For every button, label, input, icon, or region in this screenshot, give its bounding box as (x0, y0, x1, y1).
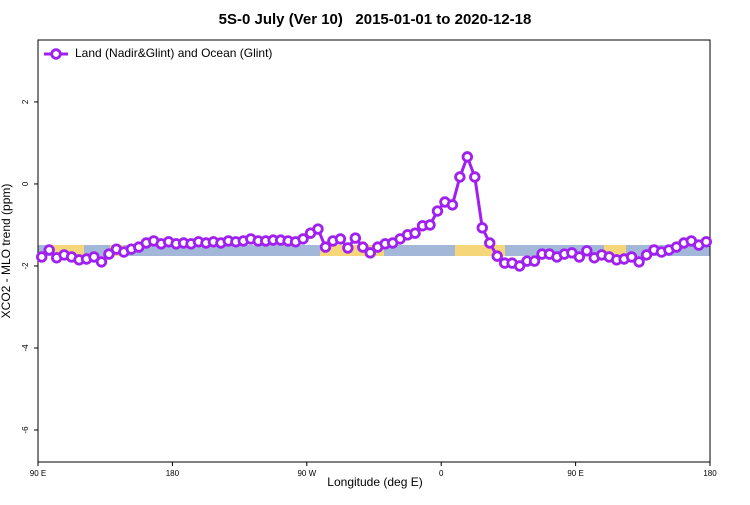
point (454, 171, 466, 183)
point (36, 251, 48, 263)
point (342, 242, 354, 254)
point (297, 233, 309, 245)
y-axis-label: XCO2 - MLO trend (ppm) (0, 184, 13, 319)
y-tick-label: -4 (21, 344, 30, 352)
point (446, 199, 459, 211)
point (364, 247, 376, 259)
point (88, 251, 100, 263)
chart-title: 5S-0 July (Ver 10) 2015-01-01 to 2020-12… (219, 11, 532, 28)
point (409, 227, 421, 239)
point (700, 236, 712, 248)
y-tick-label: -2 (21, 262, 30, 270)
x-tick-label: 90 W (297, 469, 316, 478)
point (424, 219, 436, 231)
point (484, 237, 496, 249)
point (491, 250, 503, 262)
x-tick-label: 90 E (567, 469, 583, 478)
point (334, 233, 347, 245)
point (513, 260, 526, 272)
legend-marker (50, 48, 62, 60)
plot-frame (37, 39, 711, 463)
point (319, 241, 332, 253)
point (431, 205, 444, 217)
point (469, 171, 481, 183)
point (43, 244, 55, 256)
point (312, 223, 324, 235)
x-tick-label: 180 (166, 469, 180, 478)
y-tick-label: -6 (21, 426, 30, 434)
y-tick-label: 0 (21, 181, 30, 186)
point (461, 151, 474, 163)
point (95, 256, 108, 268)
legend-label: Land (Nadir&Glint) and Ocean (Glint) (75, 46, 272, 60)
y-tick-label: 2 (21, 99, 30, 104)
point (633, 256, 645, 268)
point (640, 249, 653, 261)
x-axis-label: Longitude (deg E) (327, 475, 422, 489)
point (349, 232, 362, 244)
point (625, 251, 638, 263)
x-tick-label: 0 (439, 469, 444, 478)
point (528, 255, 541, 267)
point (581, 245, 593, 257)
x-tick-label: 90 E (30, 469, 46, 478)
point (103, 248, 115, 260)
point (357, 241, 369, 253)
point (573, 251, 586, 263)
point (476, 222, 488, 234)
x-tick-label: 180 (703, 469, 717, 478)
